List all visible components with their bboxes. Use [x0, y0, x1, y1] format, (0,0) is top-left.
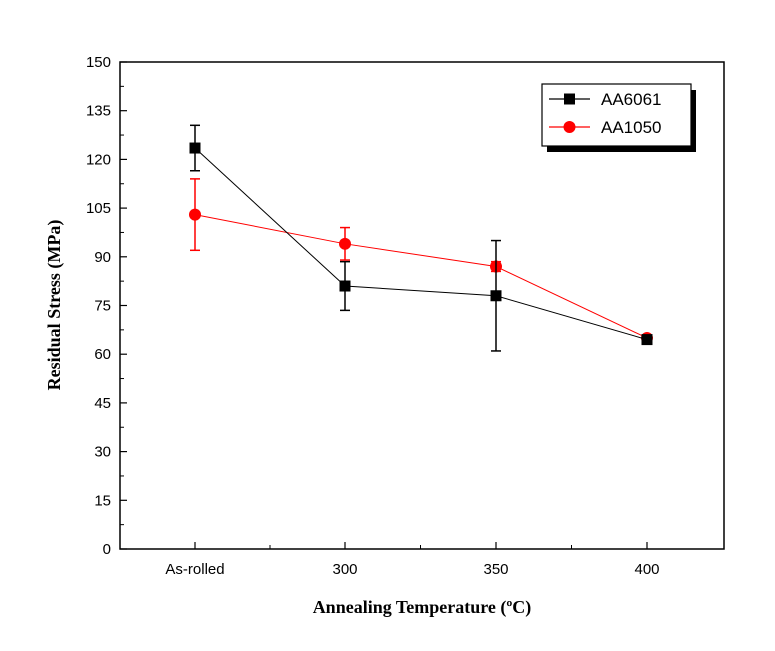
data-point-circle — [339, 237, 351, 250]
legend-marker-circle — [563, 121, 576, 133]
data-point-square — [189, 142, 201, 154]
data-point-square — [490, 290, 502, 302]
x-tick-label: 350 — [483, 561, 508, 578]
x-axis-title: Annealing Temperature (ºC) — [313, 597, 532, 618]
x-tick-label: 300 — [332, 561, 357, 578]
series-aa1050 — [189, 178, 653, 344]
series-aa6061 — [189, 124, 653, 352]
series-line — [194, 147, 648, 341]
legend-marker-square — [564, 93, 575, 105]
legend-label: AA6061 — [601, 90, 662, 109]
y-tick-label: 75 — [94, 298, 111, 315]
legend-label: AA1050 — [601, 118, 662, 137]
y-axis-ticks: 0 15 30 45 60 75 90 105 120 135 150 — [86, 54, 127, 558]
data-point-square — [339, 280, 351, 292]
y-tick-label: 30 — [94, 444, 111, 461]
y-axis-title: Residual Stress (MPa) — [44, 220, 65, 391]
x-tick-label: As-rolled — [165, 561, 224, 578]
legend-item-aa6061: AA6061 — [549, 90, 662, 109]
x-tick-label: 400 — [634, 561, 659, 578]
legend-item-aa1050: AA1050 — [549, 118, 662, 137]
x-axis-ticks: As-rolled 300 350 400 — [165, 542, 660, 578]
y-tick-label: 15 — [94, 492, 111, 509]
y-tick-label: 0 — [103, 541, 111, 558]
y-tick-label: 135 — [86, 103, 111, 120]
y-tick-label: 105 — [86, 200, 111, 217]
legend: AA6061 AA1050 — [541, 83, 696, 152]
y-tick-label: 45 — [94, 395, 111, 412]
data-point-square — [641, 334, 653, 346]
data-point-circle — [189, 208, 201, 221]
y-tick-label: 120 — [86, 151, 111, 168]
y-tick-label: 90 — [94, 249, 111, 266]
y-tick-label: 150 — [86, 54, 111, 71]
series-line — [194, 214, 648, 339]
y-tick-label: 60 — [94, 346, 111, 363]
series-layer — [189, 124, 653, 352]
